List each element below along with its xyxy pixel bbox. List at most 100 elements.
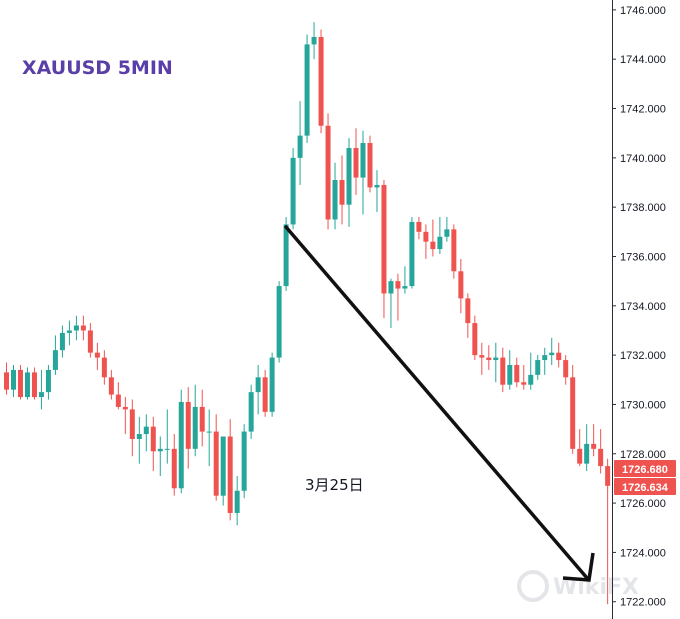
candle	[136, 416, 142, 464]
candle	[150, 416, 156, 472]
candle	[556, 342, 562, 368]
price-tag-bg	[614, 478, 676, 495]
candle	[66, 320, 72, 346]
candle	[514, 357, 520, 388]
candle-body	[73, 325, 79, 331]
candle	[122, 397, 128, 435]
candle-body	[185, 401, 191, 449]
candle-body	[24, 372, 30, 398]
candle-body	[94, 352, 100, 358]
candle	[423, 224, 429, 259]
candle	[598, 429, 604, 474]
candle-body	[234, 490, 240, 513]
candle-body	[549, 352, 555, 356]
candle	[38, 369, 44, 410]
candle	[297, 101, 303, 185]
candle	[290, 147, 296, 230]
candle-body	[339, 180, 345, 205]
watermark-logo-icon	[517, 570, 549, 602]
trend-arrow-head	[562, 552, 595, 582]
candle-body	[122, 406, 128, 410]
candle-body	[486, 357, 492, 361]
candle-body	[304, 44, 310, 136]
candle	[234, 475, 240, 526]
candle-body	[220, 436, 226, 496]
candle-body	[577, 448, 583, 464]
candle-body	[542, 355, 548, 361]
y-tick-label: 1744.000	[620, 54, 666, 66]
candle-body	[605, 466, 611, 486]
candle-body	[472, 323, 478, 356]
candle-body	[38, 392, 44, 398]
candle-body	[563, 360, 569, 378]
candle-body	[283, 224, 289, 287]
candle	[94, 342, 100, 370]
candle-body	[332, 180, 338, 220]
candle-body	[458, 271, 464, 299]
candle	[346, 138, 352, 227]
candle-body	[136, 434, 142, 439]
candle-body	[556, 352, 562, 361]
candle-body	[423, 231, 429, 242]
candle-body	[164, 448, 170, 450]
candles	[4, 22, 611, 605]
candle-body	[192, 406, 198, 449]
candle-body	[10, 369, 16, 390]
candle-body	[444, 229, 450, 237]
candle-body	[374, 184, 380, 188]
candle	[255, 364, 261, 415]
candle-body	[276, 286, 282, 358]
candle-body	[4, 372, 9, 390]
candle	[507, 350, 513, 390]
candle	[31, 367, 37, 400]
price-tag: 1726.634	[622, 482, 669, 494]
candle	[444, 217, 450, 242]
candle	[402, 266, 408, 294]
trend-arrow-shaft	[284, 225, 589, 580]
candle-body	[402, 286, 408, 289]
candle	[24, 367, 30, 400]
candle	[521, 364, 527, 390]
candle	[10, 364, 16, 398]
candle	[325, 113, 331, 230]
candle	[269, 352, 275, 417]
candle-body	[178, 401, 184, 489]
y-tick-label: 1724.000	[620, 547, 666, 559]
candle-body	[479, 355, 485, 358]
candle	[4, 362, 9, 395]
candle-body	[45, 369, 51, 393]
price-tag: 1726.680	[622, 464, 668, 476]
candle	[605, 458, 611, 605]
y-tick-label: 1734.000	[620, 301, 666, 313]
candle-body	[528, 374, 534, 385]
date-annotation-bg	[298, 470, 382, 500]
y-tick-label: 1726.000	[620, 498, 666, 510]
candle	[164, 409, 170, 464]
candle	[409, 217, 415, 289]
candle	[381, 180, 387, 319]
candle-body	[297, 135, 303, 158]
candle-body	[591, 443, 597, 449]
candle	[157, 436, 163, 476]
candle-body	[367, 143, 373, 188]
candle	[451, 224, 457, 279]
candle-body	[381, 184, 387, 294]
candle-body	[416, 221, 422, 232]
y-tick-label: 1736.000	[620, 251, 666, 263]
candle	[374, 170, 380, 213]
candle	[304, 34, 310, 144]
candle-body	[598, 448, 604, 467]
candle	[416, 217, 422, 240]
candle	[227, 419, 233, 521]
y-tick-label: 1740.000	[620, 153, 666, 165]
candle	[367, 135, 373, 193]
candle-body	[325, 125, 331, 220]
candle-body	[465, 298, 471, 324]
candle-body	[311, 36, 317, 45]
y-tick-label: 1732.000	[620, 350, 666, 362]
candle-body	[388, 281, 394, 294]
candle-body	[395, 281, 401, 289]
candle	[360, 130, 366, 215]
